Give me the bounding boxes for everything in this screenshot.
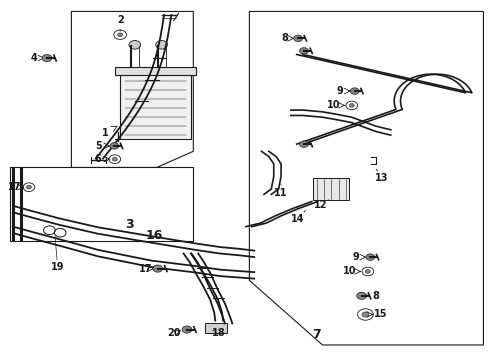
Text: 17: 17 [139, 264, 152, 274]
Circle shape [365, 270, 369, 273]
Text: 16: 16 [145, 229, 163, 242]
Circle shape [118, 33, 122, 37]
Text: 6: 6 [95, 154, 102, 164]
Text: 11: 11 [274, 188, 287, 198]
Circle shape [129, 41, 141, 49]
Text: 20: 20 [167, 328, 180, 338]
Circle shape [42, 54, 52, 62]
Circle shape [293, 35, 302, 41]
Circle shape [349, 88, 358, 94]
Text: 13: 13 [374, 173, 388, 183]
Circle shape [153, 265, 162, 272]
Text: 14: 14 [291, 214, 304, 224]
FancyBboxPatch shape [312, 178, 348, 200]
Text: 8: 8 [372, 291, 379, 301]
FancyBboxPatch shape [205, 323, 227, 333]
Text: 15: 15 [373, 310, 387, 319]
Text: 9: 9 [336, 86, 342, 96]
Text: 10: 10 [326, 100, 339, 111]
Circle shape [361, 312, 368, 317]
Circle shape [26, 185, 31, 189]
Text: 19: 19 [50, 262, 64, 272]
Text: 9: 9 [351, 252, 358, 262]
FancyBboxPatch shape [120, 74, 190, 139]
Circle shape [348, 104, 353, 107]
Text: 8: 8 [281, 33, 287, 43]
Circle shape [365, 254, 374, 260]
Text: 2: 2 [117, 15, 123, 26]
Text: 3: 3 [125, 218, 134, 231]
Circle shape [299, 141, 308, 147]
Circle shape [112, 157, 117, 161]
Text: 7: 7 [312, 328, 321, 341]
Circle shape [182, 326, 191, 333]
Circle shape [156, 41, 167, 49]
Text: 4: 4 [30, 53, 37, 63]
Text: 18: 18 [211, 328, 225, 338]
Text: 12: 12 [313, 200, 326, 210]
FancyBboxPatch shape [115, 67, 195, 75]
Circle shape [110, 143, 119, 149]
Text: 17: 17 [8, 182, 21, 192]
Circle shape [356, 292, 366, 300]
Circle shape [299, 48, 308, 54]
Text: 10: 10 [342, 266, 355, 276]
Text: 5: 5 [95, 141, 102, 151]
Text: 1: 1 [102, 129, 109, 138]
